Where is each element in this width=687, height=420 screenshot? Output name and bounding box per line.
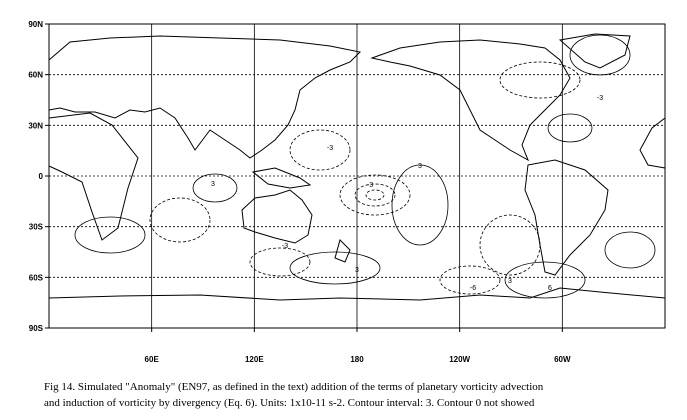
lat-label: 0 [39, 172, 44, 181]
contour-label: 3 [355, 267, 359, 274]
contour-label: 6 [548, 285, 552, 292]
contour-label: -6 [470, 285, 476, 292]
contour-label: 3 [211, 181, 215, 188]
lon-label: 60E [145, 355, 160, 364]
caption-line: Fig 14. Simulated "Anomaly" (EN97, as de… [44, 381, 544, 393]
map: 90N 60N 30N 0 30S 60S 90S 60E 120E 180 120W 60W 3 -3… [28, 20, 666, 364]
lat-label: 90S [29, 324, 44, 333]
contour-label: -3 [597, 95, 603, 102]
contours [74, 34, 656, 299]
contour-label: 3 [508, 278, 512, 285]
contour-label: -3 [282, 243, 288, 250]
lat-label: 90N [28, 20, 43, 29]
contour-label: 3 [418, 163, 422, 170]
graticule: 90N 60N 30N 0 30S 60S 90S 60E 120E 180 120W 60W [28, 20, 665, 364]
lon-label: 120W [449, 355, 470, 364]
lon-label: 120E [245, 355, 264, 364]
lon-label: 60W [554, 355, 571, 364]
caption-line: and induction of vorticity by divergency… [44, 397, 535, 409]
contour-labels: 3 -3 3 -3 6 -3 3 -6 3 -3 [211, 95, 603, 292]
lat-label: 60S [29, 273, 44, 282]
coastlines [48, 33, 666, 301]
contour-label: -3 [367, 182, 373, 189]
contour-label: -3 [327, 145, 333, 152]
lat-label: 30N [28, 121, 43, 130]
lat-label: 30S [29, 223, 44, 232]
lat-label: 60N [28, 71, 43, 80]
lon-label: 180 [350, 355, 364, 364]
